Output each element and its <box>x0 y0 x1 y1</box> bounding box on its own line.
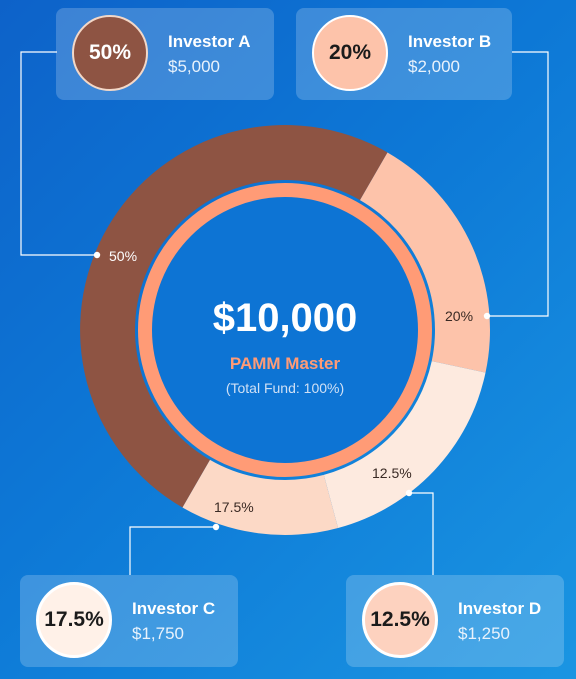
investor-amount-b: $2,000 <box>408 57 460 76</box>
investor-card-d: 12.5% Investor D $1,250 <box>346 575 564 667</box>
segment-label-investor-b: 20% <box>445 308 473 324</box>
percent-badge-investor-d: 12.5% <box>362 582 438 658</box>
connector-investor-a <box>20 51 97 256</box>
investor-name-a: Investor A <box>168 32 251 51</box>
segment-label-investor-a: 50% <box>109 248 137 264</box>
segment-investor-c <box>323 361 486 529</box>
percent-badge-investor-c: 17.5% <box>36 582 112 658</box>
connector-investor-d <box>409 492 434 575</box>
total-fund-amount: $10,000 <box>212 296 358 340</box>
segment-investor-b <box>360 152 491 373</box>
investor-name-c: Investor C <box>132 599 216 618</box>
inner-disc <box>138 183 432 477</box>
segment-investor-a <box>80 125 388 508</box>
segment-investor-d <box>182 459 339 535</box>
pamm-master-title: PAMM Master <box>229 354 341 373</box>
segment-label-investor-c: 17.5% <box>214 499 254 515</box>
connector-dot-c <box>212 523 220 531</box>
connector-dot-a <box>93 251 101 259</box>
connector-dot-d <box>405 489 413 497</box>
investor-amount-a: $5,000 <box>168 57 220 76</box>
investor-card-c: 17.5% Investor C $1,750 <box>20 575 238 667</box>
investor-amount-d: $1,250 <box>458 624 510 643</box>
segment-label-investor-d: 12.5% <box>372 465 412 481</box>
investor-card-b: 20% Investor B $2,000 <box>296 8 512 100</box>
percent-badge-investor-b: 20% <box>312 15 388 91</box>
connector-investor-c <box>129 526 216 575</box>
connector-dot-b <box>483 312 491 320</box>
connector-investor-b <box>487 51 549 317</box>
investor-card-a: 50% Investor A $5,000 <box>56 8 274 100</box>
investor-amount-c: $1,750 <box>132 624 184 643</box>
investor-name-b: Investor B <box>408 32 492 51</box>
percent-badge-investor-a: 50% <box>72 15 148 91</box>
investor-name-d: Investor D <box>458 599 542 618</box>
total-fund-subtitle: (Total Fund: 100%) <box>225 380 345 396</box>
